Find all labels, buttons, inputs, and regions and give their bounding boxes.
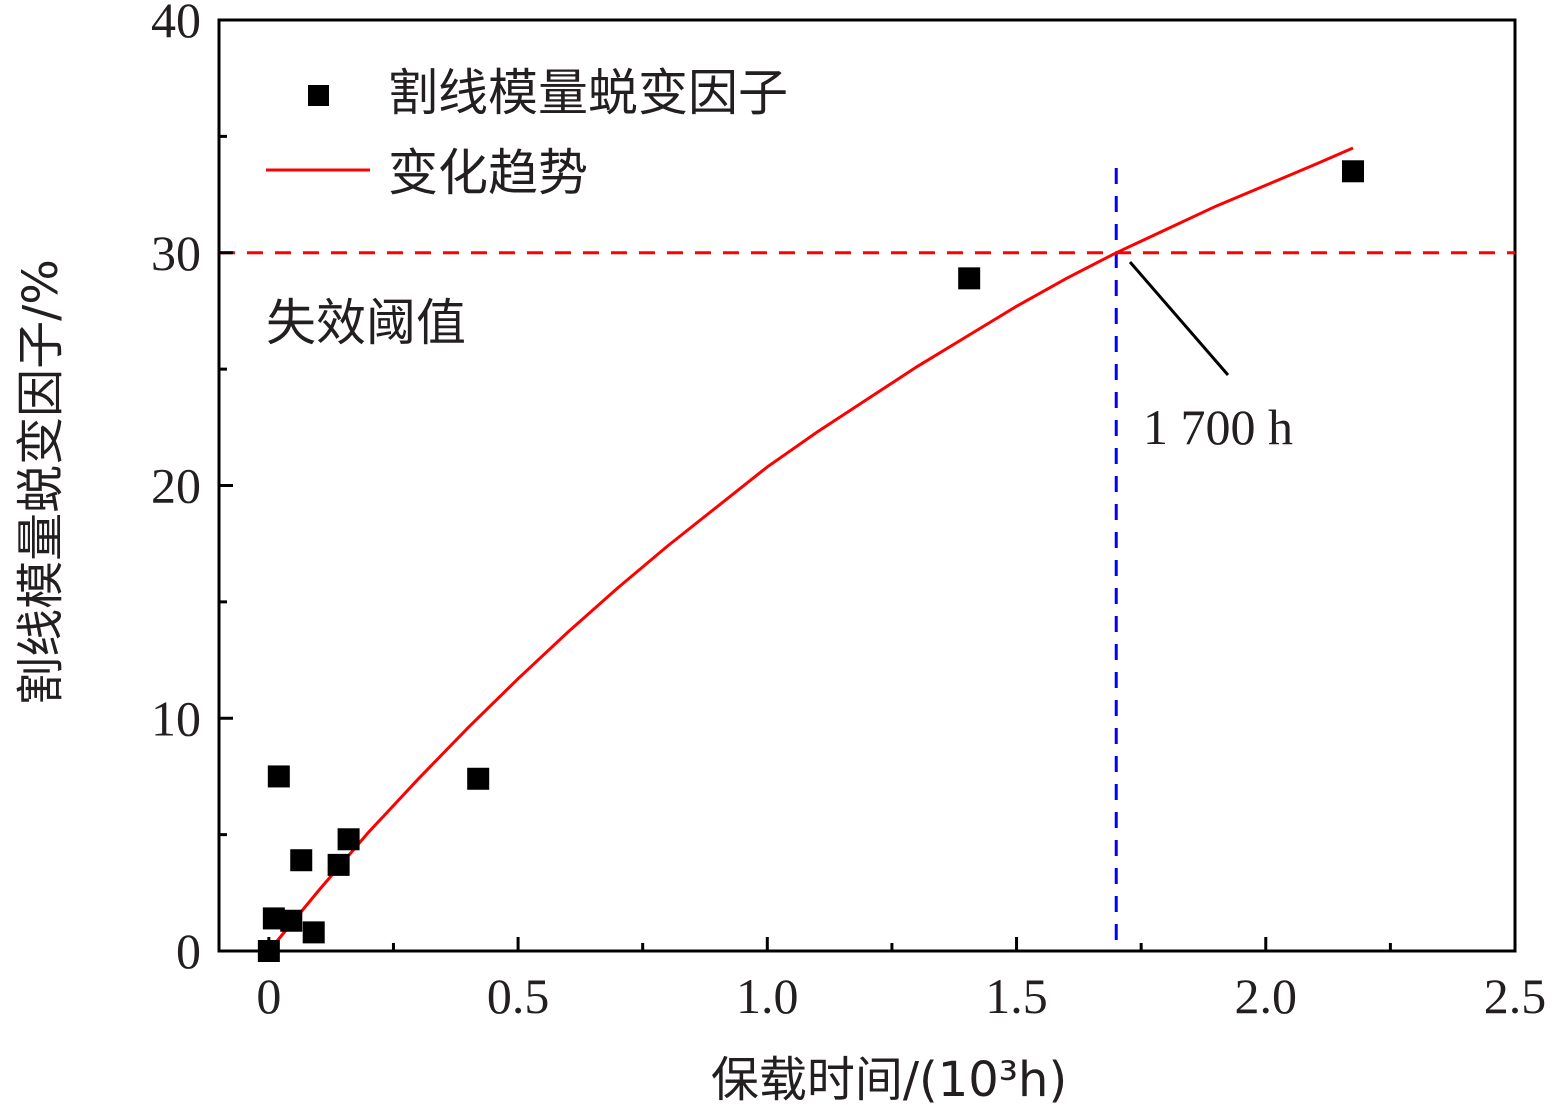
y-axis-title: 割线模量蜕变因子/%	[13, 259, 69, 705]
y-tick-label: 30	[151, 225, 201, 281]
data-point	[280, 909, 303, 932]
y-tick-label: 20	[151, 458, 201, 514]
y-tick-label: 0	[176, 923, 201, 979]
threshold-label: 失效阈值	[266, 294, 466, 352]
points-layer	[257, 160, 1364, 962]
x-tick-label: 0	[256, 968, 281, 1024]
x-tick-label: 2.0	[1235, 968, 1298, 1024]
data-point	[327, 853, 350, 876]
data-point	[337, 828, 360, 851]
data-point	[267, 765, 290, 788]
legend: 割线模量蜕变因子 变化趋势	[266, 64, 788, 202]
trend-layer	[267, 146, 1354, 952]
trend-line	[267, 146, 1354, 952]
callout-leader-line	[1128, 261, 1230, 376]
data-point	[302, 921, 325, 944]
data-point	[958, 267, 981, 290]
y-tick-label: 40	[151, 0, 201, 48]
ticks-layer: 0 0.5 1.0 1.5 2.0 2.5 0 10 20 30 40	[151, 0, 1546, 1024]
data-point	[290, 849, 313, 872]
reference-lines	[219, 168, 1515, 951]
callout-1700h: 1 700 h	[1128, 261, 1293, 455]
legend-label-line: 变化趋势	[388, 144, 588, 202]
x-tick-label: 1.0	[736, 968, 799, 1024]
legend-marker-scatter	[308, 85, 329, 106]
legend-label-scatter: 割线模量蜕变因子	[388, 64, 788, 122]
y-tick-label: 10	[151, 690, 201, 746]
x-tick-label: 1.5	[985, 968, 1048, 1024]
data-point	[1342, 160, 1364, 183]
data-point	[467, 767, 490, 790]
x-tick-label: 0.5	[487, 968, 550, 1024]
x-tick-label: 2.5	[1484, 968, 1547, 1024]
x-axis-title: 保载时间/(10³h)	[711, 1052, 1067, 1108]
callout-label: 1 700 h	[1143, 399, 1293, 455]
data-point	[262, 907, 285, 930]
